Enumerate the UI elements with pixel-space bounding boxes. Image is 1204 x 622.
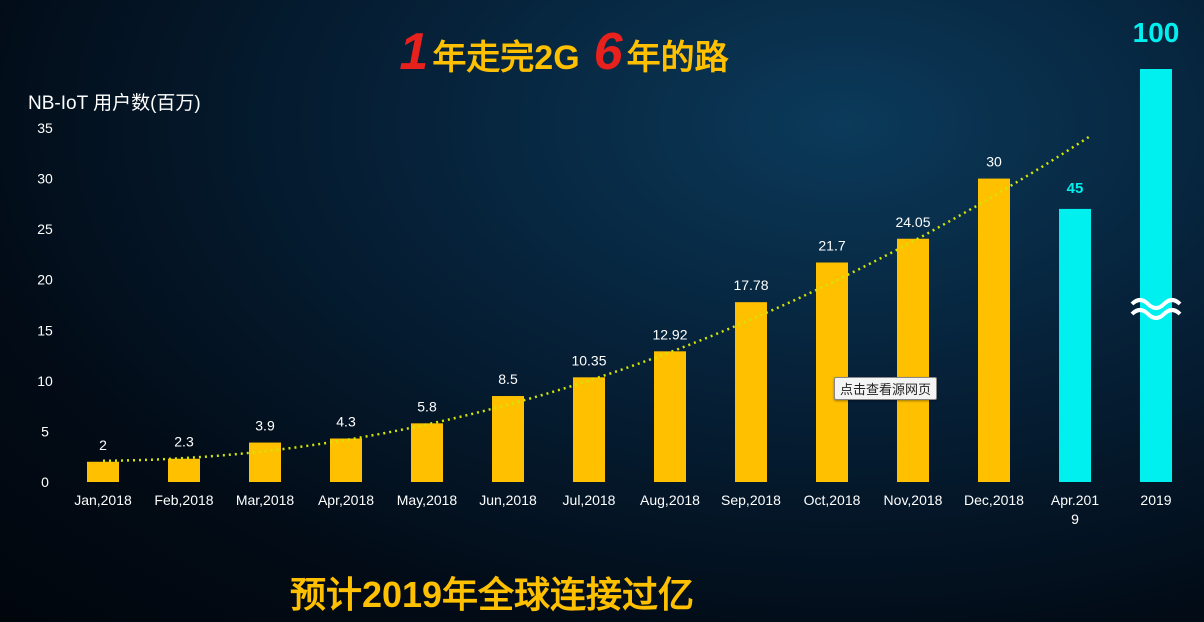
axis-break-line [1130, 308, 1182, 320]
y-tick-label: 5 [41, 423, 49, 439]
bar-feb-2018 [168, 458, 200, 482]
y-tick-label: 15 [37, 322, 53, 338]
data-label: 8.5 [498, 371, 518, 387]
bar-jul-2018 [573, 377, 605, 482]
x-tick-label: May,2018 [397, 492, 458, 508]
data-label: 2 [99, 437, 107, 453]
x-tick-label: Apr,2018 [318, 492, 374, 508]
x-tick-label: Nov,2018 [884, 492, 943, 508]
footer-caption: 预计2019年全球连接过亿 [289, 574, 695, 615]
x-tick-label: Feb,2018 [154, 492, 213, 508]
data-label: 5.8 [417, 398, 437, 414]
headline: 1 年走完2G 6 年的路 [0, 22, 1204, 86]
x-tick-label: Oct,2018 [804, 492, 861, 508]
bar-oct-2018 [816, 262, 848, 482]
data-label: 21.7 [818, 238, 845, 254]
data-label: 4.3 [336, 414, 356, 430]
x-tick-label: Jun,2018 [479, 492, 537, 508]
data-label: 3.9 [255, 418, 275, 434]
x-tick-label: 2019 [1140, 492, 1171, 508]
x-tick-label: Apr.201 [1051, 492, 1099, 508]
bar-2019 [1140, 69, 1172, 482]
axis-break-line [1130, 298, 1182, 310]
y-tick-label: 30 [37, 171, 53, 187]
data-label: 100 [1133, 17, 1180, 48]
x-tick-label: Mar,2018 [236, 492, 295, 508]
data-label: 10.35 [571, 352, 606, 368]
bar-may-2018 [411, 423, 443, 482]
x-tick-label: Dec,2018 [964, 492, 1024, 508]
x-tick-label: Aug,2018 [640, 492, 700, 508]
view-source-tooltip[interactable]: 点击查看源网页 [834, 377, 938, 400]
bar-aug-2018 [654, 351, 686, 482]
bar-apr-2018 [330, 438, 362, 482]
bar-jun-2018 [492, 396, 524, 482]
data-label: 2.3 [174, 434, 194, 450]
x-tick-label: Jan,2018 [74, 492, 132, 508]
x-tick-label: Sep,2018 [721, 492, 781, 508]
bar-nov-2018 [897, 238, 929, 482]
data-label: 30 [986, 154, 1002, 170]
bar-jan-2018 [87, 461, 119, 482]
y-tick-label: 0 [41, 474, 49, 490]
data-label: 17.78 [733, 277, 768, 293]
data-label: 12.92 [652, 326, 687, 342]
data-label: 45 [1067, 180, 1084, 197]
y-tick-label: 10 [37, 373, 53, 389]
y-axis-label: NB-IoT 用户数(百万) [28, 93, 201, 114]
x-tick-label: Jul,2018 [563, 492, 616, 508]
data-label: 24.05 [895, 214, 930, 230]
y-tick-label: 20 [37, 272, 53, 288]
x-tick-label-wrap: 9 [1071, 511, 1079, 527]
headline-text-2: 年的路 [626, 39, 729, 77]
bar-dec-2018 [978, 178, 1010, 483]
bar-apr-2019 [1059, 208, 1091, 482]
headline-text-1: 年走完2G [432, 39, 580, 77]
bar-sep-2018 [735, 302, 767, 482]
y-tick-label: 25 [37, 221, 53, 237]
y-tick-label: 35 [37, 120, 53, 136]
headline-number-2: 6 [593, 23, 623, 81]
bar-mar-2018 [249, 442, 281, 482]
headline-number-1: 1 [399, 23, 429, 81]
